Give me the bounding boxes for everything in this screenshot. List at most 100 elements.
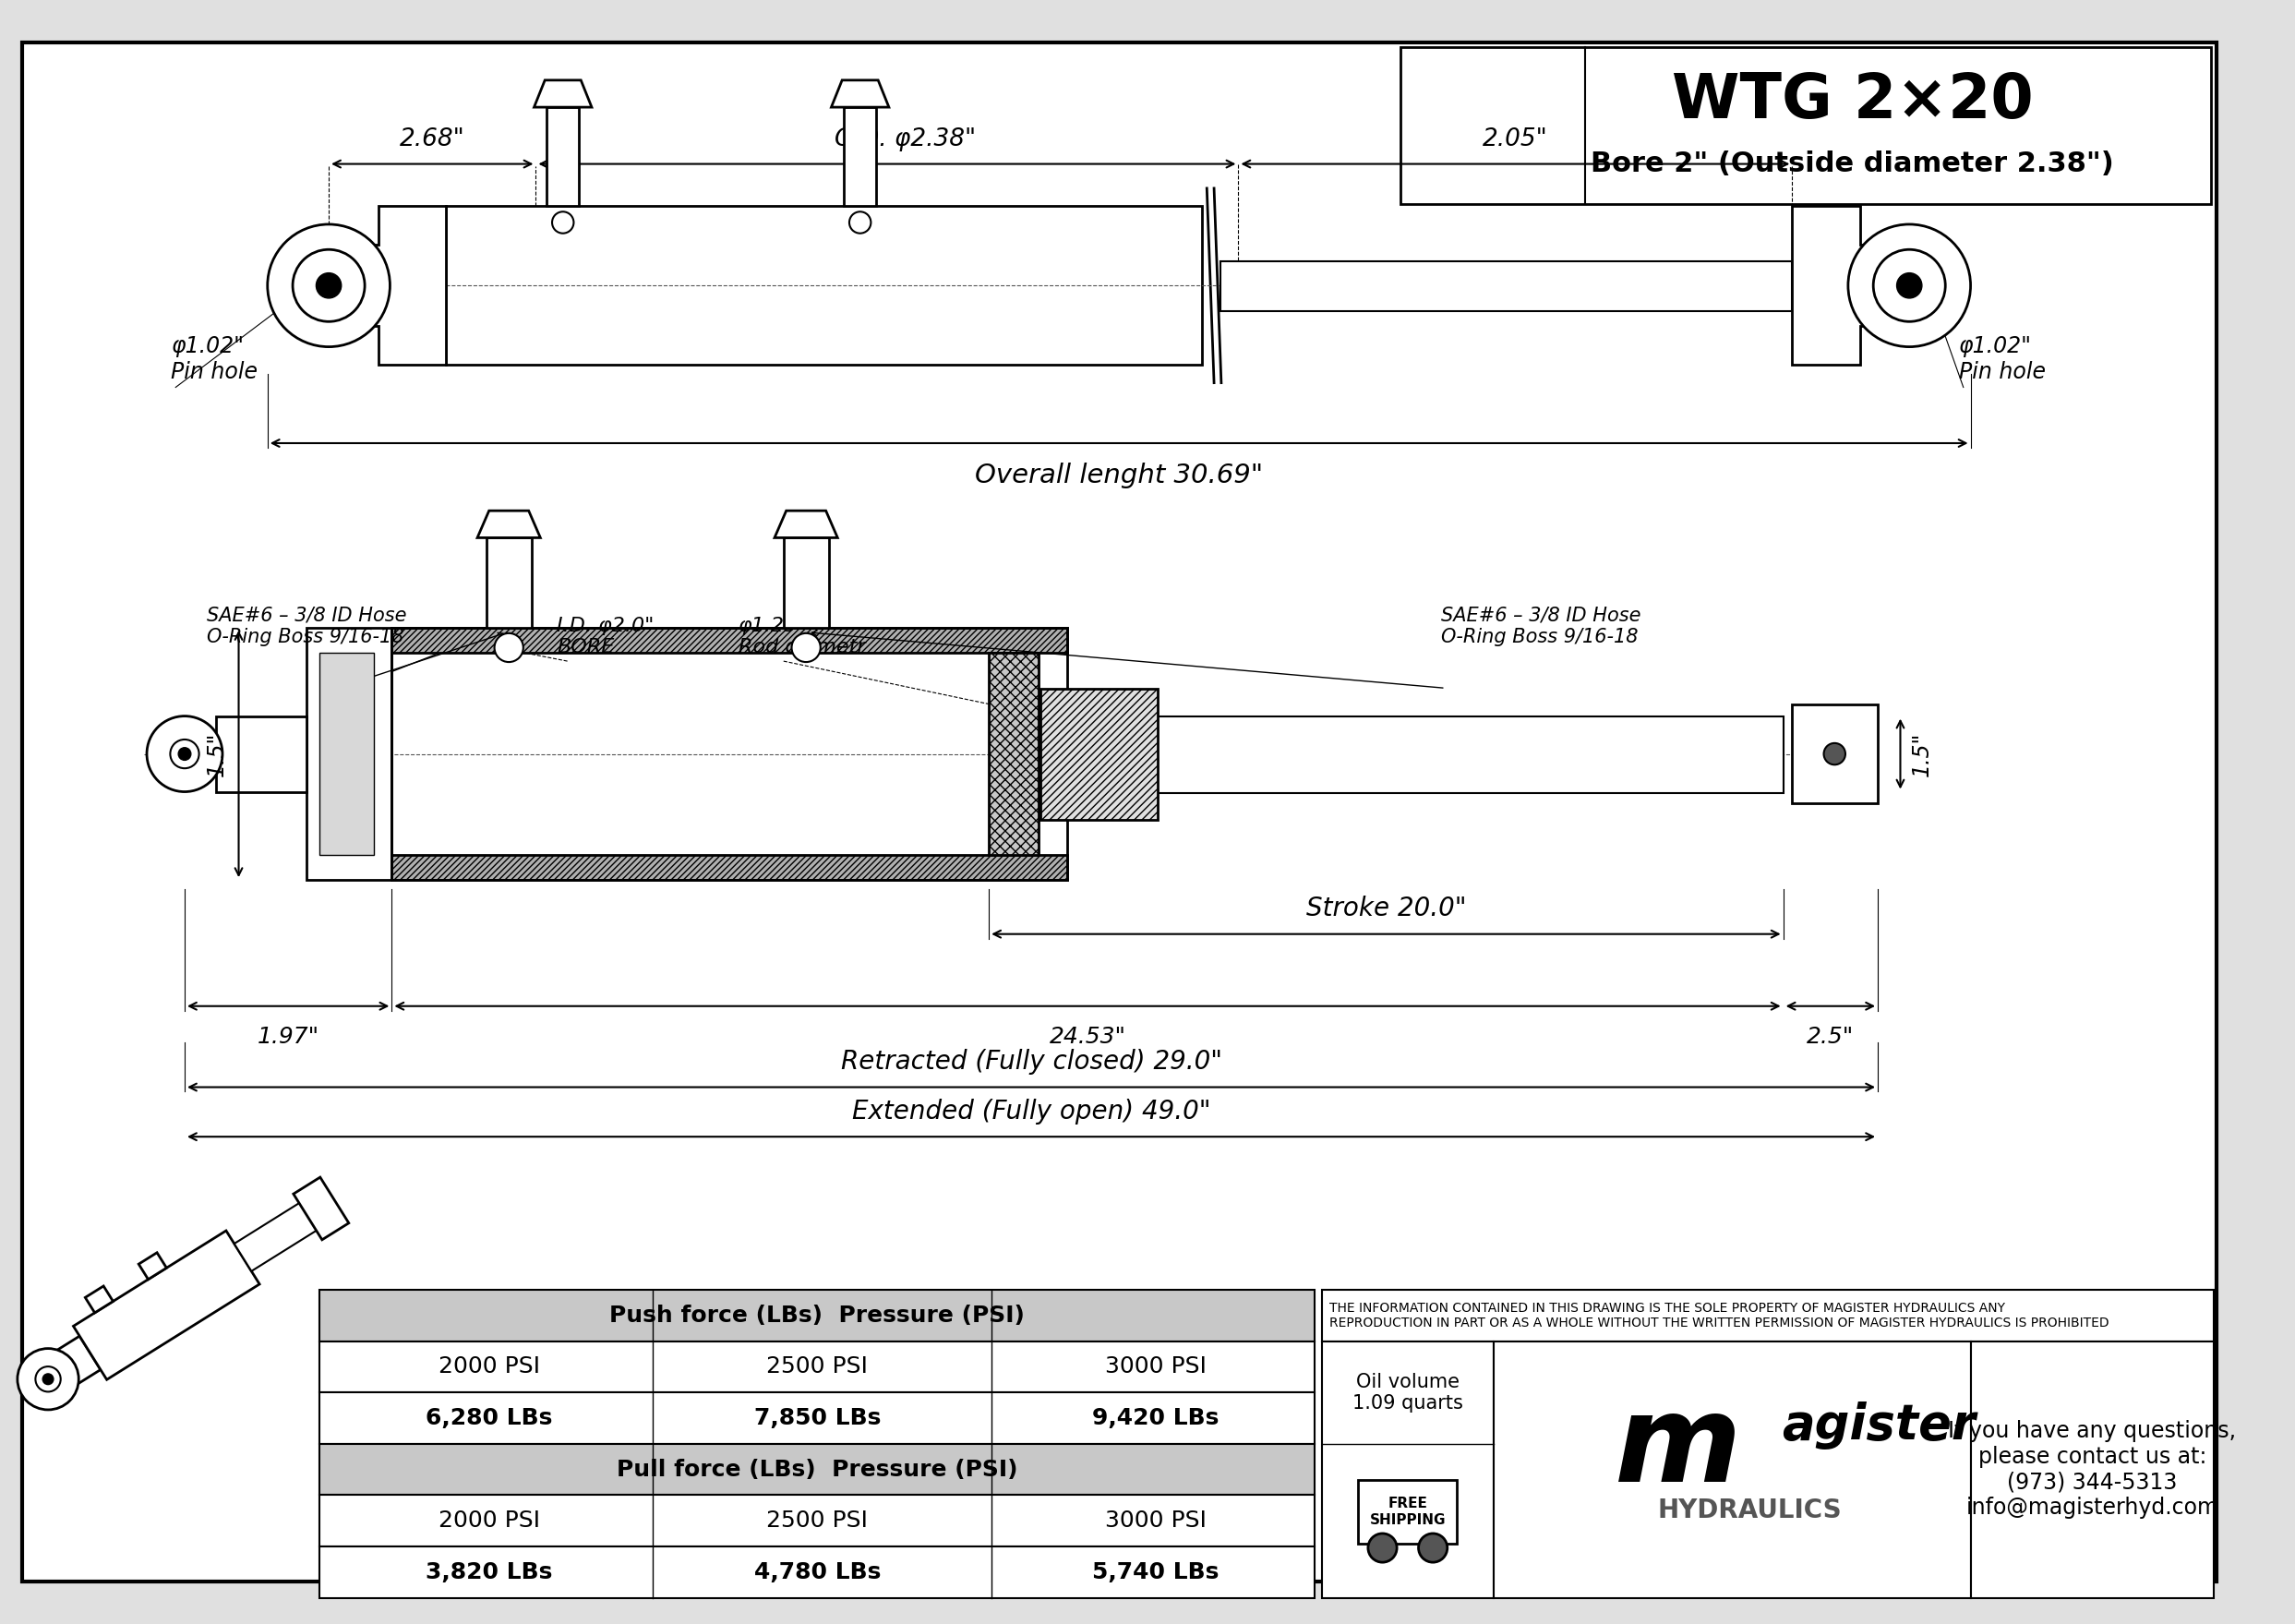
Text: φ1.02"
Pin hole: φ1.02" Pin hole <box>172 335 257 383</box>
Text: 1.5": 1.5" <box>1912 731 1932 776</box>
Text: agister: agister <box>1781 1402 1976 1450</box>
Polygon shape <box>773 510 838 538</box>
Text: 6,280 LBs: 6,280 LBs <box>425 1406 553 1429</box>
Text: 2.05": 2.05" <box>1483 127 1547 151</box>
Polygon shape <box>138 1252 168 1280</box>
Text: 2.68": 2.68" <box>399 127 466 151</box>
Bar <box>1221 261 1792 310</box>
Text: SAE#6 – 3/8 ID Hose
O-Ring Boss 9/16-18: SAE#6 – 3/8 ID Hose O-Ring Boss 9/16-18 <box>1441 606 1641 646</box>
Polygon shape <box>294 1177 349 1239</box>
Circle shape <box>18 1348 78 1410</box>
Bar <box>1322 1289 2215 1341</box>
Text: 2000 PSI: 2000 PSI <box>438 1510 539 1531</box>
Text: 3000 PSI: 3000 PSI <box>1104 1356 1207 1377</box>
Polygon shape <box>234 1200 319 1272</box>
Text: Push force (LBs)  Pressure (PSI): Push force (LBs) Pressure (PSI) <box>610 1304 1026 1327</box>
Circle shape <box>792 633 822 663</box>
Bar <box>1792 705 1877 804</box>
Polygon shape <box>535 80 592 107</box>
Polygon shape <box>37 1337 101 1397</box>
Bar <box>1971 1341 2215 1598</box>
Text: 24.53": 24.53" <box>1049 1026 1127 1047</box>
Polygon shape <box>328 206 445 365</box>
Circle shape <box>147 716 223 793</box>
Text: 5,740 LBs: 5,740 LBs <box>1092 1561 1219 1583</box>
Bar <box>1400 47 2210 205</box>
Circle shape <box>317 273 342 299</box>
Circle shape <box>1418 1533 1448 1562</box>
Circle shape <box>179 747 190 760</box>
Bar <box>989 653 1037 854</box>
Bar <box>319 1341 1315 1392</box>
Circle shape <box>34 1366 60 1392</box>
Circle shape <box>493 633 523 663</box>
Circle shape <box>1825 744 1845 765</box>
Bar <box>445 206 1203 365</box>
Circle shape <box>849 211 870 234</box>
Bar <box>1322 1341 1494 1598</box>
Bar <box>1040 689 1157 820</box>
Bar <box>1494 1341 1971 1598</box>
Bar <box>319 1444 1315 1496</box>
Circle shape <box>1873 250 1946 322</box>
Bar <box>319 1289 1315 1341</box>
Text: MAGISTER
HYDRAULICS: MAGISTER HYDRAULICS <box>654 242 1003 346</box>
Text: 1.97": 1.97" <box>257 1026 319 1047</box>
Text: SAE#6 – 3/8 ID Hose
O-Ring Boss 9/16-18: SAE#6 – 3/8 ID Hose O-Ring Boss 9/16-18 <box>207 606 406 646</box>
Text: 2.5": 2.5" <box>1806 1026 1854 1047</box>
Circle shape <box>294 250 365 322</box>
Text: O.D. φ2.38": O.D. φ2.38" <box>835 127 975 151</box>
Text: Stroke 20.0": Stroke 20.0" <box>1306 895 1467 921</box>
Text: Extended (Fully open) 49.0": Extended (Fully open) 49.0" <box>851 1098 1209 1124</box>
Polygon shape <box>477 510 539 538</box>
Bar <box>319 1546 1315 1598</box>
Circle shape <box>170 739 200 768</box>
Text: 3,820 LBs: 3,820 LBs <box>425 1561 553 1583</box>
Text: Retracted (Fully closed) 29.0": Retracted (Fully closed) 29.0" <box>840 1049 1221 1075</box>
Text: THE INFORMATION CONTAINED IN THIS DRAWING IS THE SOLE PROPERTY OF MAGISTER HYDRA: THE INFORMATION CONTAINED IN THIS DRAWIN… <box>1329 1301 2109 1330</box>
Bar <box>392 628 1067 880</box>
Text: HYDRAULICS: HYDRAULICS <box>1657 1497 1843 1523</box>
Bar <box>392 653 1067 854</box>
Text: 3000 PSI: 3000 PSI <box>1104 1510 1207 1531</box>
Text: 9,420 LBs: 9,420 LBs <box>1092 1406 1219 1429</box>
Bar <box>305 628 392 880</box>
Text: WTG 2×20: WTG 2×20 <box>1671 70 2033 132</box>
Text: 2000 PSI: 2000 PSI <box>438 1356 539 1377</box>
Bar <box>845 107 877 206</box>
Circle shape <box>553 211 574 234</box>
Bar <box>392 854 1067 880</box>
Text: If you have any questions,
please contact us at:
(973) 344-5313
info@magisterhyd: If you have any questions, please contac… <box>1948 1419 2235 1518</box>
Circle shape <box>269 224 390 348</box>
Polygon shape <box>831 80 888 107</box>
Bar <box>1040 689 1157 820</box>
Bar <box>1359 1481 1457 1543</box>
Bar <box>319 1392 1315 1444</box>
Polygon shape <box>85 1286 112 1312</box>
Circle shape <box>44 1374 53 1385</box>
Polygon shape <box>1792 206 1909 365</box>
Bar <box>319 1496 1315 1546</box>
Text: 2500 PSI: 2500 PSI <box>767 1356 868 1377</box>
Text: 7,850 LBs: 7,850 LBs <box>753 1406 881 1429</box>
Bar <box>319 653 374 854</box>
Circle shape <box>1896 273 1921 299</box>
Text: Overall lenght 30.69": Overall lenght 30.69" <box>975 463 1262 489</box>
Bar <box>216 716 305 793</box>
Circle shape <box>1847 224 1971 348</box>
Text: Bore 2" (Outside diameter 2.38"): Bore 2" (Outside diameter 2.38") <box>1590 151 2114 177</box>
Text: Pull force (LBs)  Pressure (PSI): Pull force (LBs) Pressure (PSI) <box>617 1458 1019 1481</box>
Text: FREE
SHIPPING: FREE SHIPPING <box>1370 1497 1446 1527</box>
Bar <box>1028 716 1783 793</box>
Circle shape <box>1368 1533 1398 1562</box>
Polygon shape <box>73 1231 259 1380</box>
Text: Oil volume
1.09 quarts: Oil volume 1.09 quarts <box>1352 1372 1462 1413</box>
Text: 2500 PSI: 2500 PSI <box>767 1510 868 1531</box>
Bar <box>783 538 828 628</box>
Text: φ1.02"
Pin hole: φ1.02" Pin hole <box>1960 335 2045 383</box>
Text: I.D. φ2.0": I.D. φ2.0" <box>558 617 654 635</box>
Text: m: m <box>1613 1390 1742 1507</box>
Text: Rod diametr: Rod diametr <box>739 638 865 656</box>
Bar <box>392 628 1067 653</box>
Text: 1.5": 1.5" <box>207 731 227 776</box>
